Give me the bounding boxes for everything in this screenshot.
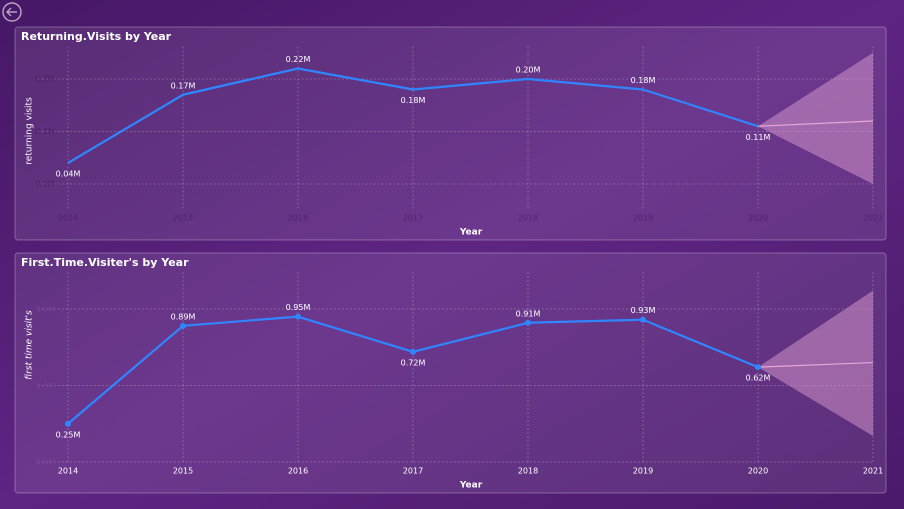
back-button[interactable]	[2, 2, 22, 22]
y-axis-title: first time visit's	[25, 310, 35, 380]
x-tick-label: 2015	[173, 214, 193, 223]
chart-title: Returning.Visits by Year	[21, 30, 172, 43]
data-point	[640, 316, 646, 323]
forecast-band	[758, 52, 873, 184]
x-tick-label: 2018	[518, 467, 538, 476]
data-label: 0.18M	[401, 96, 426, 105]
chart-panel: First.Time.Visiter's by Year Year first …	[14, 252, 887, 494]
x-axis-title: Year	[459, 228, 483, 238]
panel	[14, 26, 887, 241]
data-point	[295, 313, 301, 320]
forecast-line	[757, 361, 874, 368]
y-axis-title: returning visits	[25, 97, 35, 165]
x-axis-title: Year	[459, 481, 483, 491]
data-label: 0.18M	[631, 76, 656, 85]
x-tick-label: 2018	[518, 214, 538, 223]
x-tick-label: 2017	[403, 214, 423, 223]
data-point	[180, 322, 186, 329]
x-tick-label: 2017	[403, 467, 423, 476]
x-tick-label: 2019	[633, 214, 653, 223]
data-label: 0.04M	[56, 170, 81, 179]
x-tick-label: 2020	[748, 214, 768, 223]
data-point	[410, 348, 416, 355]
data-label: 0.17M	[171, 81, 196, 90]
data-label: 0.22M	[286, 55, 311, 64]
y-tick-label: 0.2M	[35, 75, 55, 84]
data-label: 0.91M	[516, 309, 541, 318]
chart-title: First.Time.Visiter's by Year	[21, 256, 189, 269]
y-tick-label: 0.5M	[35, 381, 55, 390]
data-label: 0.72M	[401, 358, 426, 367]
data-point	[755, 364, 761, 371]
x-tick-label: 2019	[633, 467, 653, 476]
data-point	[525, 319, 531, 326]
data-label: 0.95M	[286, 303, 311, 312]
chart-panel: Returning.Visits by Year Year returning …	[14, 26, 887, 241]
data-label: 0.20M	[516, 66, 541, 75]
data-label: 0.11M	[746, 133, 771, 142]
panel	[14, 252, 887, 494]
x-tick-label: 2015	[173, 467, 193, 476]
x-tick-label: 2016	[288, 467, 308, 476]
x-tick-label: 2021	[863, 214, 883, 223]
x-tick-label: 2014	[58, 214, 78, 223]
y-tick-label: 0.0M	[35, 180, 55, 189]
data-label: 0.93M	[631, 306, 656, 315]
x-tick-label: 2021	[863, 467, 883, 476]
y-tick-label: 0.0M	[35, 458, 55, 467]
data-label: 0.89M	[171, 312, 196, 321]
y-tick-label: 0.1M	[35, 127, 55, 136]
x-tick-label: 2016	[288, 214, 308, 223]
forecast-band	[758, 290, 873, 436]
x-tick-label: 2014	[58, 467, 78, 476]
data-point	[65, 420, 71, 427]
data-label: 0.25M	[56, 430, 81, 439]
series-line	[67, 67, 759, 164]
forecast-line	[757, 120, 874, 127]
data-label: 0.62M	[746, 374, 771, 383]
x-tick-label: 2020	[748, 467, 768, 476]
y-tick-label: 1.0M	[35, 305, 55, 314]
